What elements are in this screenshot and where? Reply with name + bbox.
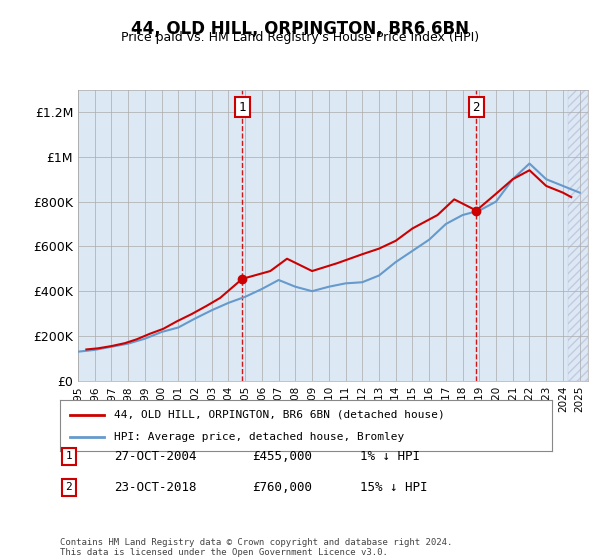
Text: Price paid vs. HM Land Registry's House Price Index (HPI): Price paid vs. HM Land Registry's House … bbox=[121, 31, 479, 44]
Text: 2: 2 bbox=[473, 101, 480, 114]
Text: 1% ↓ HPI: 1% ↓ HPI bbox=[360, 450, 420, 463]
Text: £760,000: £760,000 bbox=[252, 480, 312, 494]
Text: £455,000: £455,000 bbox=[252, 450, 312, 463]
Text: 2: 2 bbox=[65, 482, 73, 492]
Text: 15% ↓ HPI: 15% ↓ HPI bbox=[360, 480, 427, 494]
Text: 1: 1 bbox=[65, 451, 73, 461]
Text: 27-OCT-2004: 27-OCT-2004 bbox=[114, 450, 197, 463]
Text: 44, OLD HILL, ORPINGTON, BR6 6BN (detached house): 44, OLD HILL, ORPINGTON, BR6 6BN (detach… bbox=[114, 409, 445, 419]
Text: HPI: Average price, detached house, Bromley: HPI: Average price, detached house, Brom… bbox=[114, 432, 404, 442]
Text: 44, OLD HILL, ORPINGTON, BR6 6BN: 44, OLD HILL, ORPINGTON, BR6 6BN bbox=[131, 20, 469, 38]
Text: 1: 1 bbox=[238, 101, 246, 114]
Text: Contains HM Land Registry data © Crown copyright and database right 2024.
This d: Contains HM Land Registry data © Crown c… bbox=[60, 538, 452, 557]
Text: 23-OCT-2018: 23-OCT-2018 bbox=[114, 480, 197, 494]
